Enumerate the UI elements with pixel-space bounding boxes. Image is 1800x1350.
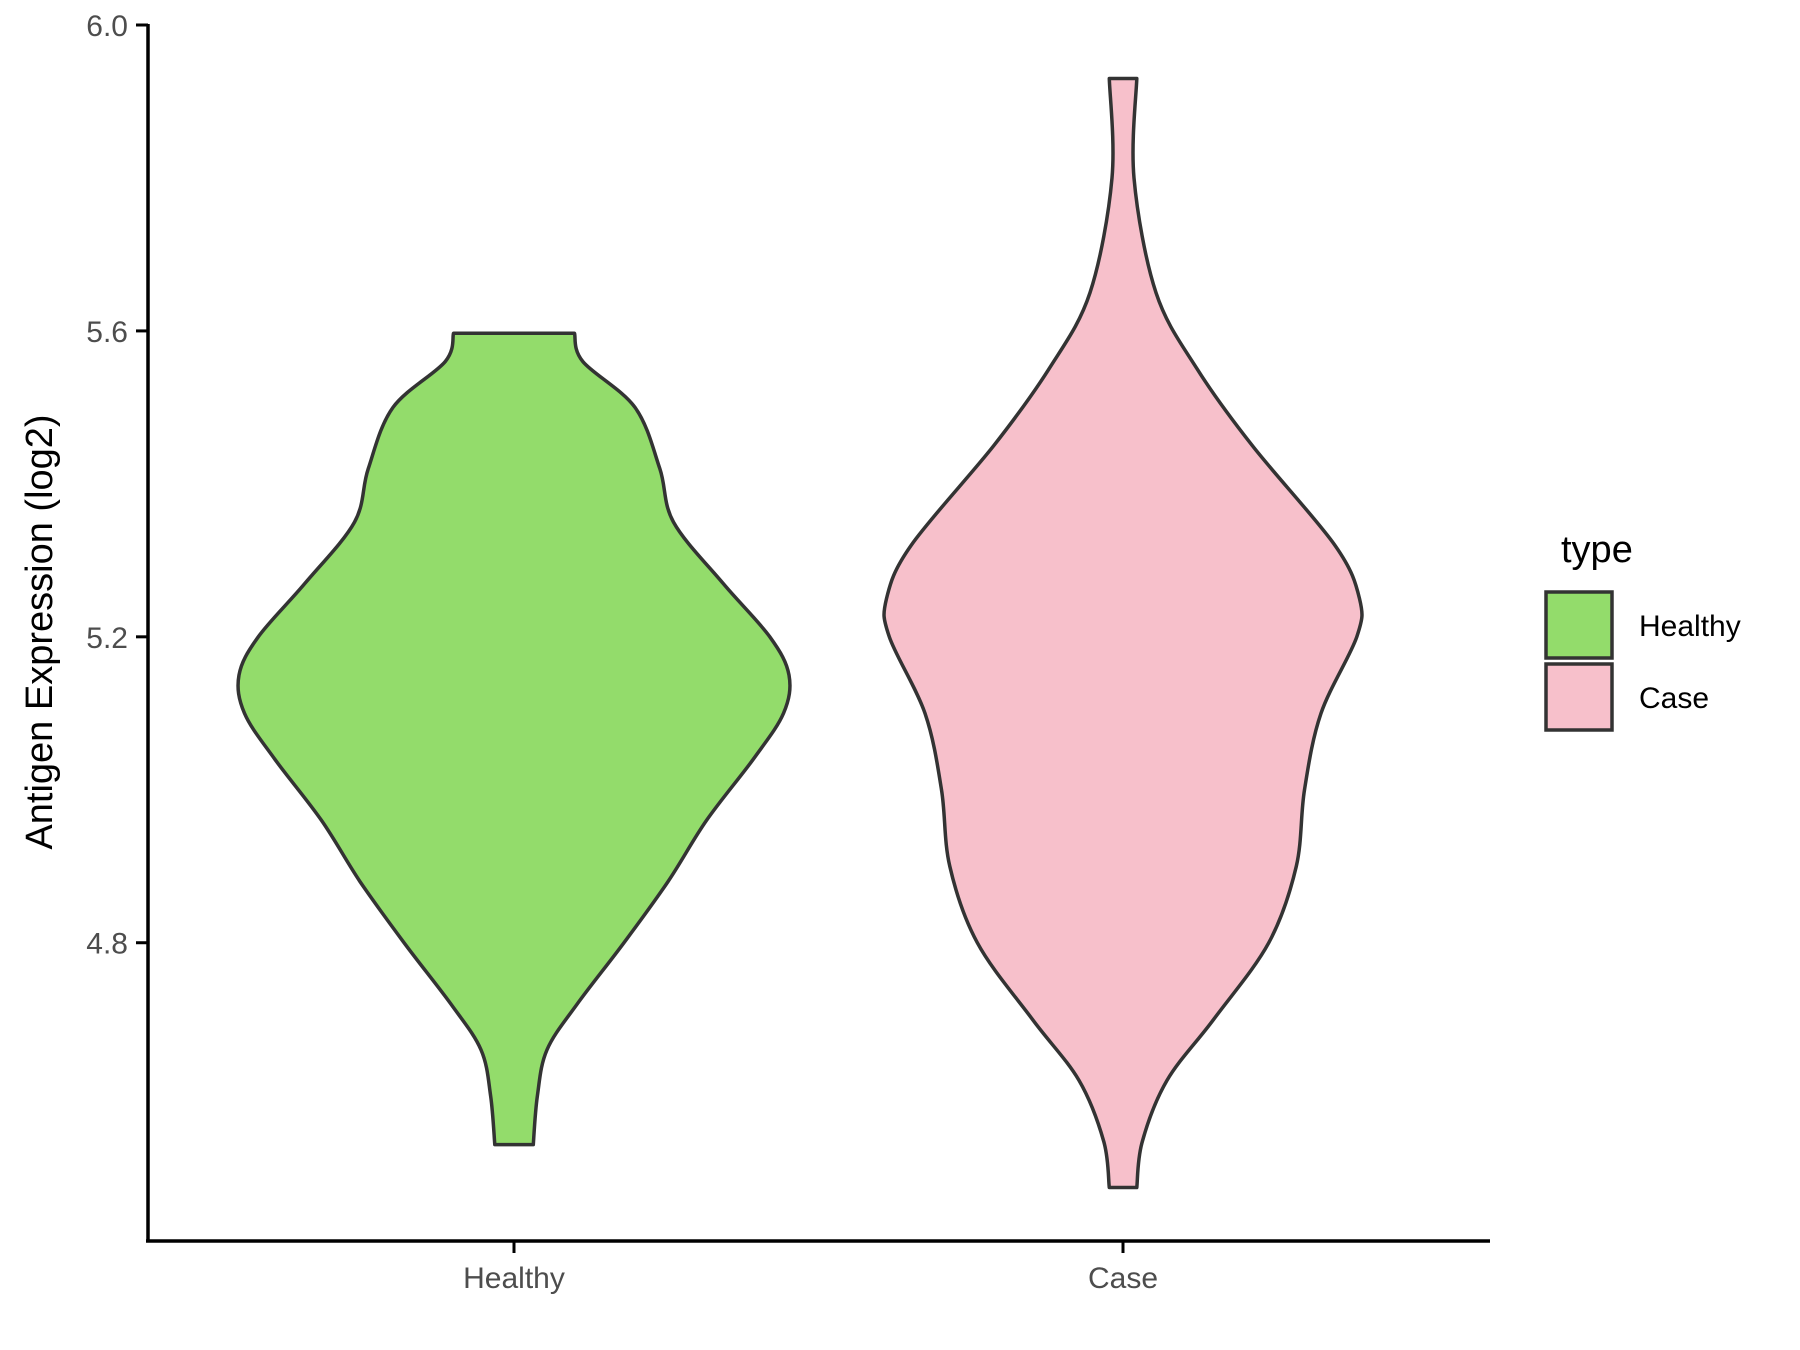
x-tick-label: Healthy (463, 1262, 565, 1295)
y-tick-label: 6.0 (86, 10, 128, 43)
y-axis-ticks: 4.8 5.2 5.6 6.0 (86, 10, 148, 961)
x-tick-label: Case (1088, 1262, 1158, 1295)
y-tick-label: 5.2 (86, 622, 128, 655)
legend-swatch-case (1544, 662, 1614, 732)
y-tick-label: 4.8 (86, 928, 128, 961)
legend: Healthy Case (1544, 590, 1741, 732)
y-tick-label: 5.6 (86, 316, 128, 349)
legend-label-healthy: Healthy (1639, 610, 1741, 643)
legend-swatch-healthy (1544, 590, 1614, 660)
legend-label-case: Case (1639, 682, 1709, 715)
y-axis-title: Antigen Expression (log2) (19, 414, 61, 849)
violin-case (882, 76, 1364, 1190)
violin-healthy (236, 331, 792, 1147)
violin-layer (236, 76, 1364, 1190)
x-axis-ticks: Healthy Case (463, 1241, 1158, 1295)
legend-title: type (1561, 529, 1633, 571)
